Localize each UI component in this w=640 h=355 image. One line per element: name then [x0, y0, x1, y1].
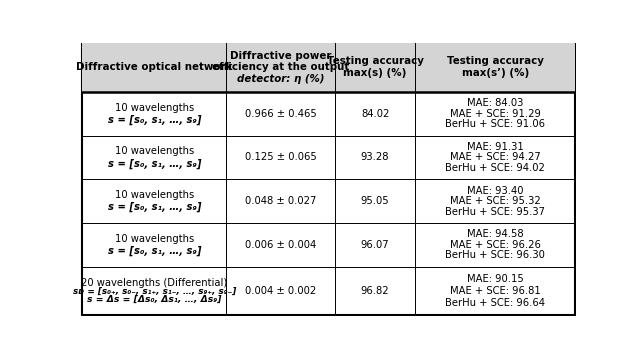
Text: MAE + SCE: 95.32: MAE + SCE: 95.32 — [450, 196, 541, 206]
Text: 95.05: 95.05 — [361, 196, 389, 206]
Text: s = [s₀, s₁, …, s₉]: s = [s₀, s₁, …, s₉] — [108, 158, 201, 169]
Text: efficiency at the output: efficiency at the output — [212, 62, 349, 72]
Text: MAE: 94.58: MAE: 94.58 — [467, 229, 524, 240]
Text: MAE + SCE: 96.81: MAE + SCE: 96.81 — [450, 286, 541, 296]
Text: s = [s₀, s₁, …, s₉]: s = [s₀, s₁, …, s₉] — [108, 202, 201, 212]
Text: 84.02: 84.02 — [361, 109, 389, 119]
Text: 96.82: 96.82 — [361, 286, 389, 296]
Text: 0.048 ± 0.027: 0.048 ± 0.027 — [245, 196, 317, 206]
Text: s = Δs = [Δs₀, Δs₁, …, Δs₉]: s = Δs = [Δs₀, Δs₁, …, Δs₉] — [87, 295, 221, 304]
Text: BerHu + SCE: 96.64: BerHu + SCE: 96.64 — [445, 297, 545, 308]
Text: MAE: 90.15: MAE: 90.15 — [467, 274, 524, 284]
Text: 0.006 ± 0.004: 0.006 ± 0.004 — [245, 240, 317, 250]
Text: MAE: 91.31: MAE: 91.31 — [467, 142, 524, 152]
Text: BerHu + SCE: 91.06: BerHu + SCE: 91.06 — [445, 119, 545, 129]
Text: max(s) (%): max(s) (%) — [344, 69, 407, 78]
Text: 20 wavelengths (Differential): 20 wavelengths (Differential) — [81, 278, 228, 288]
Text: MAE: 84.03: MAE: 84.03 — [467, 98, 524, 108]
Text: sᴅ = [s₀₊, s₀₋, s₁₊, s₁₋, …, s₉₊, s₉₋]: sᴅ = [s₀₊, s₀₋, s₁₊, s₁₋, …, s₉₊, s₉₋] — [73, 286, 236, 296]
Text: 10 wavelengths: 10 wavelengths — [115, 234, 194, 244]
Text: 96.07: 96.07 — [361, 240, 389, 250]
Text: 0.966 ± 0.465: 0.966 ± 0.465 — [245, 109, 317, 119]
Text: 10 wavelengths: 10 wavelengths — [115, 103, 194, 113]
Text: max(s’) (%): max(s’) (%) — [461, 69, 529, 78]
Text: Testing accuracy: Testing accuracy — [326, 56, 424, 66]
Text: Diffractive optical network: Diffractive optical network — [76, 62, 233, 72]
Text: MAE + SCE: 96.26: MAE + SCE: 96.26 — [450, 240, 541, 250]
Text: 93.28: 93.28 — [361, 152, 389, 162]
Text: 0.125 ± 0.065: 0.125 ± 0.065 — [245, 152, 317, 162]
Text: BerHu + SCE: 96.30: BerHu + SCE: 96.30 — [445, 250, 545, 260]
Text: 10 wavelengths: 10 wavelengths — [115, 146, 194, 157]
Text: 0.004 ± 0.002: 0.004 ± 0.002 — [245, 286, 317, 296]
Text: MAE: 93.40: MAE: 93.40 — [467, 186, 524, 196]
Text: s = [s₀, s₁, …, s₉]: s = [s₀, s₁, …, s₉] — [108, 246, 201, 256]
Text: Testing accuracy: Testing accuracy — [447, 56, 543, 66]
Text: BerHu + SCE: 95.37: BerHu + SCE: 95.37 — [445, 207, 545, 217]
Text: detector: η (%): detector: η (%) — [237, 74, 324, 84]
Bar — [83, 43, 575, 92]
Text: 10 wavelengths: 10 wavelengths — [115, 190, 194, 200]
Text: BerHu + SCE: 94.02: BerHu + SCE: 94.02 — [445, 163, 545, 173]
Text: MAE + SCE: 94.27: MAE + SCE: 94.27 — [450, 152, 541, 162]
Text: Diffractive power: Diffractive power — [230, 51, 332, 61]
Text: s = [s₀, s₁, …, s₉]: s = [s₀, s₁, …, s₉] — [108, 115, 201, 125]
Text: MAE + SCE: 91.29: MAE + SCE: 91.29 — [450, 109, 541, 119]
